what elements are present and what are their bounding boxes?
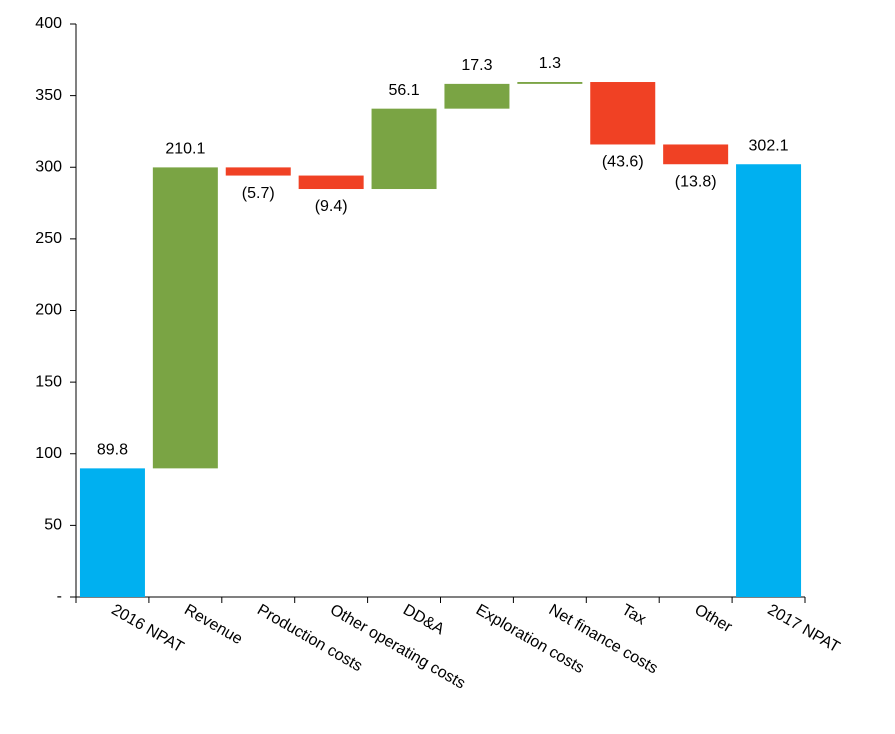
bar — [590, 82, 656, 145]
y-tick-label: 100 — [35, 445, 62, 462]
bar — [79, 468, 145, 597]
value-label: 89.8 — [97, 442, 128, 459]
y-tick-label: 400 — [35, 15, 62, 32]
x-tick-label: Tax — [619, 601, 649, 628]
x-tick-label: 2016 NPAT — [108, 601, 186, 656]
x-tick-label: Other operating costs — [327, 601, 468, 692]
value-label: 56.1 — [388, 82, 419, 99]
y-tick-label: - — [57, 588, 62, 605]
y-tick-label: 200 — [35, 302, 62, 319]
y-tick-label: 150 — [35, 373, 62, 390]
bar — [663, 144, 729, 165]
value-label: 302.1 — [749, 137, 789, 154]
y-tick-label: 250 — [35, 230, 62, 247]
bar — [444, 83, 510, 109]
value-label: (13.8) — [675, 173, 717, 190]
bar — [152, 167, 218, 469]
value-label: (9.4) — [315, 198, 348, 215]
y-tick-label: 350 — [35, 87, 62, 104]
value-label: (5.7) — [242, 185, 275, 202]
x-tick-label: 2017 NPAT — [764, 601, 842, 656]
bar — [371, 108, 437, 190]
y-tick-label: 300 — [35, 158, 62, 175]
bar — [736, 164, 802, 597]
bar — [225, 167, 291, 176]
value-label: 1.3 — [539, 55, 561, 72]
x-tick-label: Other — [692, 601, 736, 636]
x-tick-label: DD&A — [400, 601, 447, 638]
value-label: (43.6) — [602, 154, 644, 171]
bar — [517, 82, 583, 84]
bar — [298, 175, 364, 190]
value-label: 17.3 — [461, 57, 492, 74]
value-label: 210.1 — [165, 141, 205, 158]
x-tick-label: Revenue — [181, 601, 245, 648]
y-tick-label: 50 — [44, 517, 62, 534]
